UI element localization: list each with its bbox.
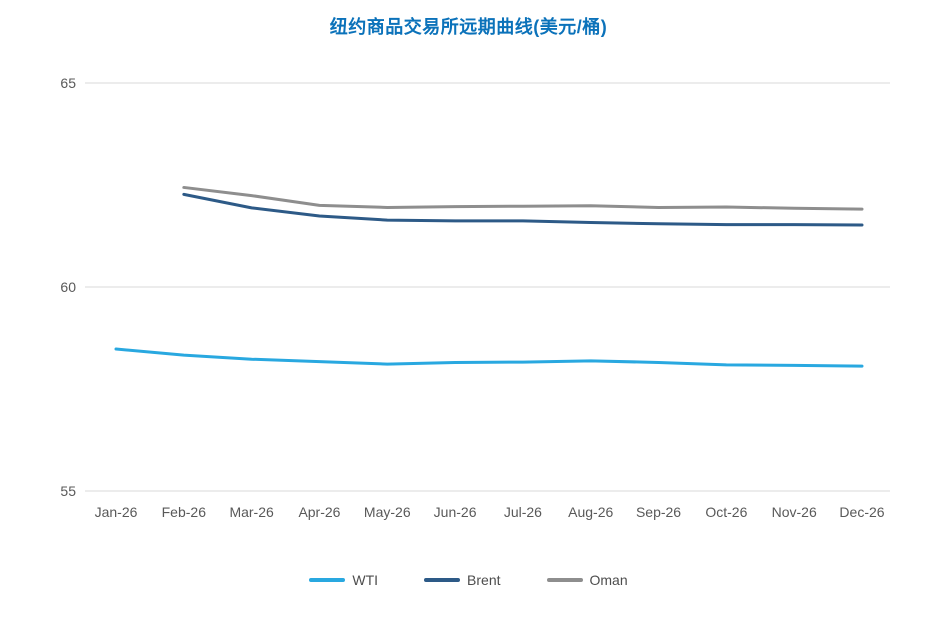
series-line-brent <box>182 192 864 227</box>
legend-swatch-oman <box>546 578 583 582</box>
x-tick-label-mar-26: Mar-26 <box>229 504 274 520</box>
x-tick-label-jan-26: Jan-26 <box>94 504 138 520</box>
legend-swatch-brent <box>424 578 461 582</box>
x-tick-label-jul-26: Jul-26 <box>503 504 542 520</box>
x-tick-label-sep-26: Sep-26 <box>635 504 682 520</box>
x-tick-label-apr-26: Apr-26 <box>298 504 341 520</box>
series-line-wti <box>114 347 864 368</box>
y-tick-label-65: 65 <box>60 75 76 91</box>
legend-item-oman: Oman <box>546 572 628 588</box>
y-tick-label-55: 55 <box>60 483 76 499</box>
chart-title: 纽约商品交易所远期曲线(美元/桶) <box>329 17 608 37</box>
x-tick-label-may-26: May-26 <box>363 504 411 520</box>
x-tick-label-jun-26: Jun-26 <box>433 504 477 520</box>
x-tick-label-feb-26: Feb-26 <box>161 504 206 520</box>
legend-label-brent: Brent <box>467 572 501 588</box>
legend: WTI Brent Oman <box>0 569 937 591</box>
legend-item-wti: WTI <box>309 572 378 588</box>
legend-label-oman: Oman <box>589 572 628 588</box>
legend-label-wti: WTI <box>352 572 379 588</box>
y-tick-label-60: 60 <box>60 279 76 295</box>
legend-item-brent: Brent <box>424 572 501 588</box>
x-tick-label-oct-26: Oct-26 <box>705 504 748 520</box>
x-tick-label-dec-26: Dec-26 <box>839 504 885 520</box>
x-tick-label-nov-26: Nov-26 <box>771 504 817 520</box>
legend-swatch-wti <box>309 578 346 582</box>
x-tick-label-aug-26: Aug-26 <box>568 504 614 520</box>
series-line-oman <box>182 185 864 211</box>
